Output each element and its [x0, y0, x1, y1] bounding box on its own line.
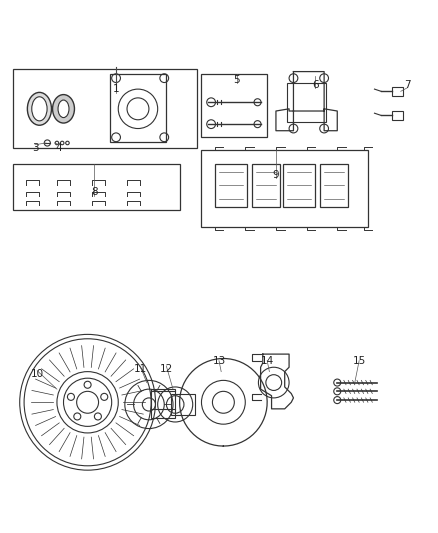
Text: 6: 6: [312, 80, 319, 90]
Text: 8: 8: [91, 187, 98, 197]
Text: 3: 3: [32, 143, 39, 154]
Bar: [392, 87, 403, 96]
Text: 9: 9: [272, 169, 279, 180]
Bar: [283, 164, 315, 207]
Bar: [13, 69, 197, 148]
Text: 15: 15: [353, 356, 366, 366]
Ellipse shape: [58, 100, 69, 118]
Text: 4: 4: [56, 143, 63, 154]
Text: 2: 2: [36, 110, 43, 120]
Text: 1: 1: [113, 84, 120, 94]
Ellipse shape: [27, 92, 52, 125]
Bar: [151, 389, 175, 418]
Bar: [287, 83, 326, 122]
Bar: [171, 393, 195, 415]
Bar: [201, 150, 368, 227]
Ellipse shape: [32, 97, 47, 121]
Bar: [215, 164, 247, 207]
Text: 5: 5: [233, 75, 240, 85]
Bar: [392, 111, 403, 120]
Bar: [201, 74, 267, 138]
Ellipse shape: [53, 94, 74, 123]
Bar: [320, 164, 348, 207]
Text: 7: 7: [404, 80, 411, 90]
Text: 11: 11: [134, 365, 147, 374]
Bar: [13, 164, 180, 209]
Bar: [110, 74, 166, 142]
Text: 14: 14: [261, 356, 274, 366]
Text: 12: 12: [160, 365, 173, 374]
Bar: [252, 164, 280, 207]
Text: 10: 10: [31, 369, 44, 379]
Text: 13: 13: [212, 356, 226, 366]
